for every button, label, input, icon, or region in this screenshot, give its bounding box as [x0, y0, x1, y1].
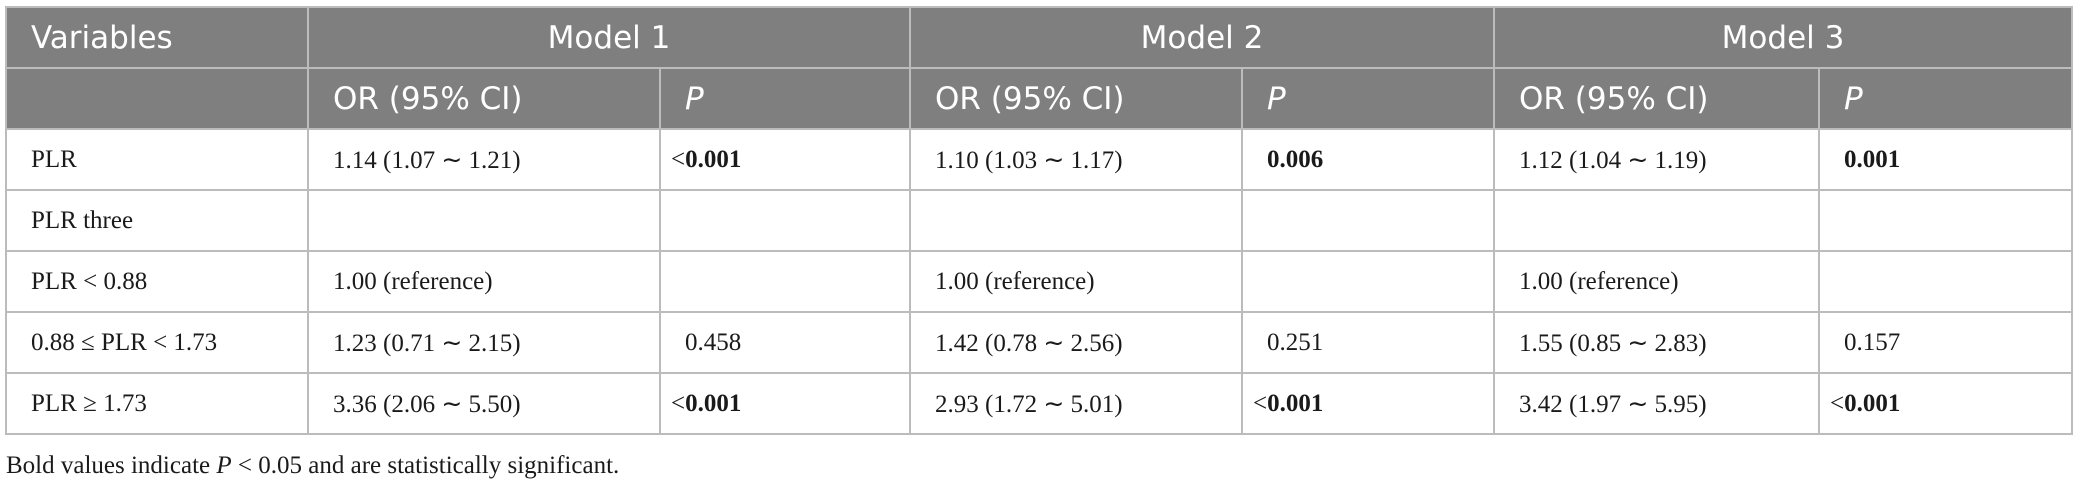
p-value: 0.001: [685, 145, 742, 173]
table-footnote: Bold values indicate P < 0.05 and are st…: [6, 452, 619, 480]
m3-p-cell: 0.157: [1818, 311, 2073, 374]
p-value: 0.006: [1267, 145, 1324, 173]
row-label: PLR three: [5, 189, 309, 252]
table-row: 0.88 ≤ PLR < 1.73 1.23 (0.71 ∼ 2.15) 0.4…: [5, 311, 2073, 374]
table-body: PLR 1.14 (1.07 ∼ 1.21) <0.001 1.10 (1.03…: [5, 128, 2073, 435]
table-row: PLR three: [5, 189, 2073, 252]
header-m3-or: OR (95% CI): [1493, 67, 1820, 130]
p-prefix: <: [671, 145, 686, 173]
m1-or-cell: 1.14 (1.07 ∼ 1.21): [307, 128, 661, 191]
header-m3-p: P: [1818, 67, 2073, 130]
footnote-p: P: [216, 452, 232, 479]
header-m2-p: P: [1241, 67, 1495, 130]
m1-or-cell: 1.00 (reference): [307, 250, 661, 313]
p-value: 0.001: [1844, 145, 1901, 173]
header-model-1: Model 1: [307, 6, 911, 69]
row-label: PLR ≥ 1.73: [5, 372, 309, 435]
m2-or-cell: 1.42 (0.78 ∼ 2.56): [909, 311, 1243, 374]
m1-or-cell: 1.23 (0.71 ∼ 2.15): [307, 311, 661, 374]
m2-p-cell: 0.006: [1241, 128, 1495, 191]
row-label: PLR: [5, 128, 309, 191]
m1-p-cell: <0.001: [659, 128, 911, 191]
m2-or-cell: [909, 189, 1243, 252]
p-value: 0.458: [685, 328, 742, 356]
header-m1-or: OR (95% CI): [307, 67, 661, 130]
header-m2-or: OR (95% CI): [909, 67, 1243, 130]
m3-p-cell: <0.001: [1818, 372, 2073, 435]
m3-or-cell: 1.12 (1.04 ∼ 1.19): [1493, 128, 1820, 191]
m2-p-cell: [1241, 250, 1495, 313]
header-blank: [5, 67, 309, 130]
header-row-stats: OR (95% CI) P OR (95% CI) P OR (95% CI) …: [5, 67, 2073, 130]
table-header: Variables Model 1 Model 2 Model 3 OR (95…: [5, 6, 2073, 130]
m1-p-cell: [659, 189, 911, 252]
p-prefix: <: [671, 389, 686, 417]
m3-or-cell: [1493, 189, 1820, 252]
p-value: 0.001: [1267, 389, 1324, 417]
p-value: 0.001: [685, 389, 742, 417]
p-value: 0.157: [1844, 328, 1901, 356]
p-value: 0.251: [1267, 328, 1324, 356]
row-label: 0.88 ≤ PLR < 1.73: [5, 311, 309, 374]
p-prefix: <: [1253, 389, 1268, 417]
header-model-2: Model 2: [909, 6, 1495, 69]
results-table: Variables Model 1 Model 2 Model 3 OR (95…: [5, 6, 2073, 435]
header-model-3: Model 3: [1493, 6, 2073, 69]
p-value: 0.001: [1844, 389, 1901, 417]
m2-p-cell: [1241, 189, 1495, 252]
m2-p-cell: <0.001: [1241, 372, 1495, 435]
m3-or-cell: 1.55 (0.85 ∼ 2.83): [1493, 311, 1820, 374]
m1-p-cell: 0.458: [659, 311, 911, 374]
header-row-models: Variables Model 1 Model 2 Model 3: [5, 6, 2073, 69]
m2-or-cell: 2.93 (1.72 ∼ 5.01): [909, 372, 1243, 435]
table-row: PLR ≥ 1.73 3.36 (2.06 ∼ 5.50) <0.001 2.9…: [5, 372, 2073, 435]
footnote-text-after: < 0.05 and are statistically significant…: [231, 452, 620, 479]
row-label: PLR < 0.88: [5, 250, 309, 313]
m1-or-cell: 3.36 (2.06 ∼ 5.50): [307, 372, 661, 435]
footnote-text-before: Bold values indicate: [6, 452, 217, 479]
m3-p-cell: 0.001: [1818, 128, 2073, 191]
header-variables: Variables: [5, 6, 309, 69]
m3-or-cell: 3.42 (1.97 ∼ 5.95): [1493, 372, 1820, 435]
m1-p-cell: <0.001: [659, 372, 911, 435]
header-m1-p: P: [659, 67, 911, 130]
m3-p-cell: [1818, 189, 2073, 252]
m2-p-cell: 0.251: [1241, 311, 1495, 374]
table-row: PLR 1.14 (1.07 ∼ 1.21) <0.001 1.10 (1.03…: [5, 128, 2073, 191]
m2-or-cell: 1.10 (1.03 ∼ 1.17): [909, 128, 1243, 191]
m2-or-cell: 1.00 (reference): [909, 250, 1243, 313]
m3-or-cell: 1.00 (reference): [1493, 250, 1820, 313]
table-row: PLR < 0.88 1.00 (reference) 1.00 (refere…: [5, 250, 2073, 313]
m1-p-cell: [659, 250, 911, 313]
p-prefix: <: [1830, 389, 1845, 417]
m3-p-cell: [1818, 250, 2073, 313]
m1-or-cell: [307, 189, 661, 252]
